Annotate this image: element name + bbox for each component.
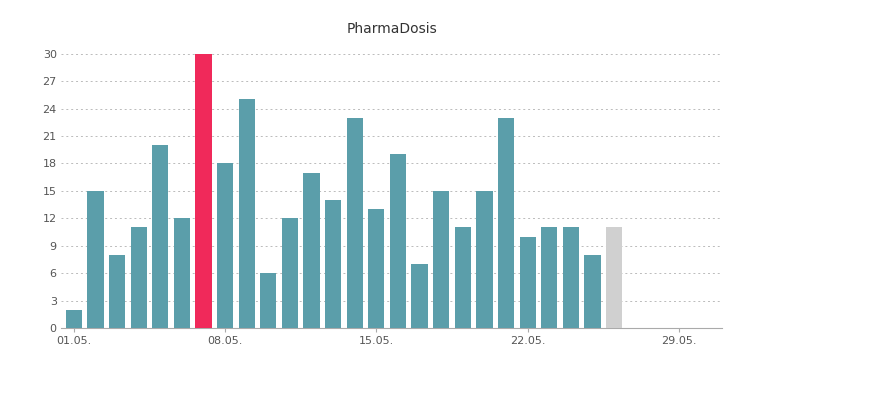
Bar (196, 54, 211, 328)
Bar (519, 236, 535, 328)
Bar (346, 118, 362, 328)
Bar (606, 228, 621, 328)
Bar (454, 228, 470, 328)
Bar (411, 264, 428, 328)
Legend: eindeutige Besucher, bester Tag, heutiger Tag: eindeutige Besucher, bester Tag, heutige… (221, 397, 561, 400)
Bar (260, 273, 276, 328)
Bar (433, 191, 448, 328)
Bar (216, 164, 233, 328)
Bar (475, 191, 492, 328)
Title: PharmaDosis: PharmaDosis (346, 22, 436, 36)
Bar (66, 310, 82, 328)
Bar (174, 218, 189, 328)
Bar (562, 228, 578, 328)
Bar (303, 172, 319, 328)
Bar (584, 255, 600, 328)
Bar (109, 255, 125, 328)
Bar (389, 154, 406, 328)
Bar (497, 118, 514, 328)
Bar (282, 218, 298, 328)
Bar (238, 100, 255, 328)
Bar (130, 228, 147, 328)
Bar (541, 228, 557, 328)
Bar (87, 191, 103, 328)
Bar (325, 200, 341, 328)
Bar (152, 145, 169, 328)
Bar (368, 209, 384, 328)
